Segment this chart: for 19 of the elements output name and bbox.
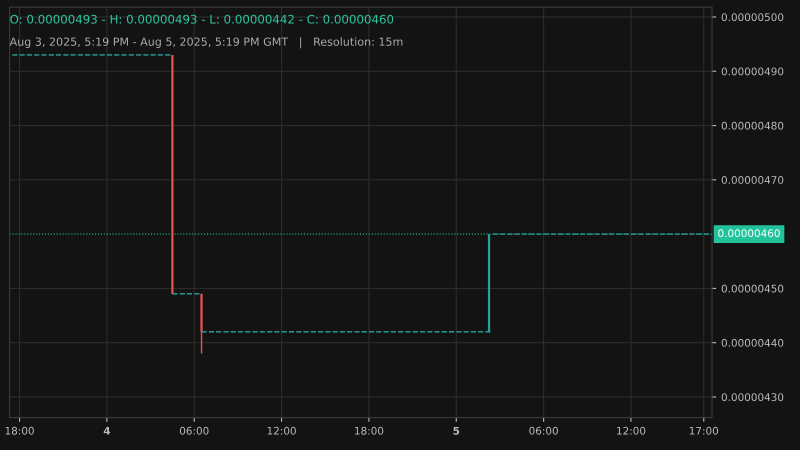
text: O: 0.00000493 - H: 0.00000493 - L: 0.00000442 - C: 0.00000460 <box>10 14 394 24</box>
x-tick-label: 17:00 <box>690 426 718 435</box>
x-tick-label: 06:00 <box>180 426 209 435</box>
y-tick-label: 0.00000430 <box>722 393 784 402</box>
x-tick-label: 12:00 <box>617 426 646 435</box>
y-tick-label: 0.00000440 <box>722 338 784 347</box>
x-tick-label: 5 <box>453 426 460 435</box>
x-tick-label: 18:00 <box>6 426 34 435</box>
y-tick-label: 0.00000470 <box>722 176 784 184</box>
x-tick-label: 12:00 <box>268 426 296 435</box>
y-tick-label: 0.00000450 <box>722 284 784 293</box>
y-tick-label: 0.00000500 <box>722 13 784 22</box>
y-tick-label: 0.00000490 <box>722 67 784 76</box>
y-tick-label: 0.00000480 <box>722 122 784 130</box>
x-tick-label: 4 <box>104 426 110 435</box>
x-tick-label: 06:00 <box>529 426 558 435</box>
text: Aug 3, 2025, 5:19 PM - Aug 5, 2025, 5:19 PM GMT | Resolution: 15m <box>10 37 402 48</box>
ref-line-label: 0.00000460 <box>718 229 780 238</box>
x-tick-label: 18:00 <box>355 426 384 435</box>
